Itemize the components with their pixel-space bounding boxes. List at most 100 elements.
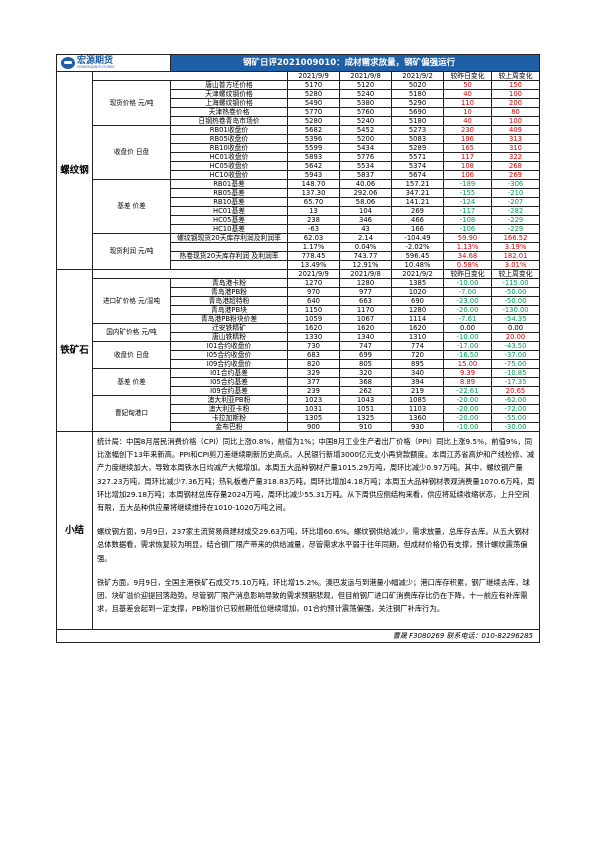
ore-indicator-name: 金布巴粉 — [170, 422, 289, 432]
rebar-value-cell: -155 — [443, 188, 493, 198]
ore-indicator-name: 青岛港PB块 — [170, 305, 289, 315]
rebar-group-label: 现货利润 元/吨 — [91, 233, 172, 270]
logo-text: 宏源期货 — [77, 55, 114, 66]
logo-text-block: 宏源期货 HONGYUAN FUTURES — [77, 55, 115, 70]
ore-value-cell: 340 — [391, 368, 445, 378]
report-page: 宏源期货 HONGYUAN FUTURES 钢矿日评2021009010：成材需求放… — [55, 54, 541, 758]
ore-value-cell: 1085 — [391, 395, 445, 405]
rebar-value-cell: 0.58% — [443, 260, 493, 270]
rebar-value-cell: -229 — [491, 215, 541, 225]
rebar-value-cell: 269 — [491, 170, 541, 180]
rebar-value-cell: -63 — [287, 224, 341, 234]
rebar-row: HC05收盘价 5642 5534 5374 108 268 — [57, 161, 541, 171]
rebar-value-cell: 5120 — [339, 80, 393, 90]
ore-indicator-name: I05合约收盘价 — [170, 350, 289, 360]
rebar-value-cell: 157.21 — [391, 179, 445, 189]
ore-row: 唐山铁精粉 1330 1340 1310 -10.00 20.00 — [57, 332, 541, 342]
ore-value-cell: -55.00 — [491, 413, 541, 423]
ore-value-cell: 805 — [339, 359, 393, 369]
rebar-value-cell: 5180 — [391, 116, 445, 126]
ore-row: 国内矿价格 元/吨 迁安铁精矿 1620 1620 1620 0.00 0.00 — [57, 323, 541, 342]
ore-value-cell: 1340 — [339, 332, 393, 342]
rebar-indicator-name: HC05收盘价 — [170, 161, 289, 171]
rebar-value-cell: 10 — [443, 107, 493, 117]
ore-value-cell: -23.00 — [443, 296, 493, 306]
rebar-group-label: 基差 价差 — [91, 179, 172, 234]
ore-value-cell: -17.00 — [443, 341, 493, 351]
ore-value-cell: 1280 — [339, 278, 393, 288]
ore-value-cell: 1620 — [287, 323, 341, 333]
ore-indicator-name: 青岛港超特粉 — [170, 296, 289, 306]
rebar-value-cell: 2.14 — [339, 233, 393, 243]
ore-value-cell: 239 — [287, 386, 341, 396]
rebar-value-cell: 196 — [443, 134, 493, 144]
ore-row: 曹妃甸港口 澳大利亚PB粉 1023 1043 1085 -20.00 -62.00 — [57, 395, 541, 432]
ore-value-cell: 0.00 — [443, 323, 493, 333]
rebar-value-cell: 200 — [491, 98, 541, 108]
ore-value-cell: -75.00 — [491, 359, 541, 369]
ore-value-cell: 394 — [391, 377, 445, 387]
ore-indicator-name: 澳大利亚卡粉 — [170, 404, 289, 414]
ore-value-cell: 377 — [287, 377, 341, 387]
rebar-value-cell: 347.21 — [391, 188, 445, 198]
rebar-value-cell: 5273 — [391, 125, 445, 135]
ore-value-cell: 20.65 — [491, 386, 541, 396]
rebar-value-cell: 1.17% — [287, 242, 341, 252]
rebar-section-label: 螺纹钢 — [56, 71, 93, 270]
rebar-value-cell: 12.91% — [339, 260, 393, 270]
rebar-indicator-name: 日钢热卷青岛市场价 — [170, 116, 289, 126]
ore-value-cell: 747 — [339, 341, 393, 351]
rebar-value-cell: 59.90 — [443, 233, 493, 243]
ore-indicator-name: 澳大利亚PB粉 — [170, 395, 289, 405]
rebar-indicator-name: HC10收盘价 — [170, 170, 289, 180]
rebar-value-cell: 80 — [491, 107, 541, 117]
ore-value-cell: -50.00 — [491, 287, 541, 297]
rebar-value-cell: 166 — [391, 224, 445, 234]
rebar-value-cell: -106 — [443, 224, 493, 234]
rebar-value-cell: 5837 — [339, 170, 393, 180]
rebar-group-label: 收盘价 日盘 — [91, 125, 172, 180]
rebar-value-cell: 5770 — [287, 107, 341, 117]
rebar-value-cell: 5280 — [287, 116, 341, 126]
analyst-contact: 曹晟 F3080269 联系电话：010-82296285 — [55, 629, 541, 644]
rebar-indicator-name: RB10收盘价 — [170, 143, 289, 153]
rebar-value-cell: 466 — [391, 215, 445, 225]
ore-value-cell: 895 — [391, 359, 445, 369]
rebar-value-cell: 409 — [491, 125, 541, 135]
ore-value-cell: 368 — [339, 377, 393, 387]
ore-value-cell: 730 — [287, 341, 341, 351]
rebar-value-cell: 5642 — [287, 161, 341, 171]
rebar-value-cell: 1.13% — [443, 242, 493, 252]
rebar-row: 日钢热卷青岛市场价 5280 5240 5180 40 100 — [57, 116, 541, 126]
rebar-indicator-name: RB05基差 — [170, 188, 289, 198]
ore-header-blank — [91, 269, 289, 279]
rebar-value-cell: 596.45 — [391, 251, 445, 261]
ore-indicator-name: 青岛港卡粉 — [170, 278, 289, 288]
logo-icon — [61, 57, 75, 69]
rebar-value-cell: 230 — [443, 125, 493, 135]
ore-value-cell: 720 — [391, 350, 445, 360]
logo-cell: 宏源期货 HONGYUAN FUTURES — [55, 54, 172, 72]
rebar-value-cell: 40 — [443, 116, 493, 126]
ore-value-cell: -10.00 — [443, 332, 493, 342]
ore-value-cell: 820 — [287, 359, 341, 369]
rebar-column-header: 2021/9/9 — [287, 71, 341, 81]
ore-indicator-name: 唐山铁精粉 — [170, 332, 289, 342]
rebar-value-cell: 148.70 — [287, 179, 341, 189]
rebar-value-cell: 43 — [339, 224, 393, 234]
ore-value-cell: 8.89 — [443, 377, 493, 387]
ore-value-cell: -43.50 — [491, 341, 541, 351]
rebar-value-cell: 5682 — [287, 125, 341, 135]
rebar-value-cell: 5240 — [339, 89, 393, 99]
rebar-value-cell: 5599 — [287, 143, 341, 153]
rebar-indicator-name: RB10基差 — [170, 197, 289, 207]
ore-value-cell: 1114 — [391, 314, 445, 324]
rebar-value-cell: 65.70 — [287, 197, 341, 207]
rebar-value-cell: 5571 — [391, 152, 445, 162]
rebar-value-cell: 238 — [287, 215, 341, 225]
rebar-value-cell: 40.06 — [339, 179, 393, 189]
ore-row: 青岛港PB粉 970 977 1020 -7.00 -50.00 — [57, 287, 541, 297]
summary-row: 小结 统计局：中国8月居民消费价格（CPI）同比上涨0.8%，前值为1%；中国8月… — [56, 430, 541, 631]
ore-indicator-name: I05合约基差 — [170, 377, 289, 387]
rebar-value-cell: 5760 — [339, 107, 393, 117]
